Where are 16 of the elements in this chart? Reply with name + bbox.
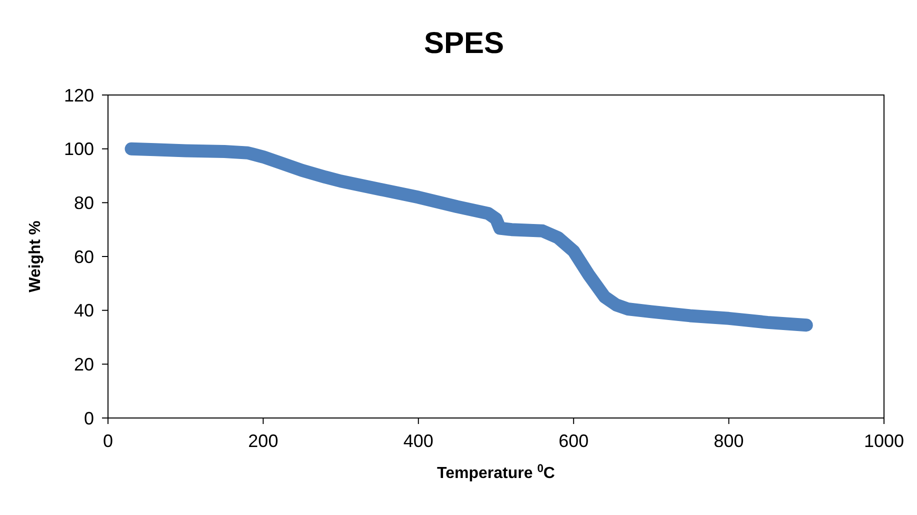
- y-tick-label: 0: [84, 408, 94, 428]
- y-tick-label: 100: [64, 139, 94, 160]
- y-tick-label: 60: [74, 246, 94, 267]
- x-axis-title: Temperature $^{0}$C: [437, 463, 556, 482]
- y-axis-title: Weight %: [27, 220, 44, 292]
- x-tick-label: 400: [403, 430, 434, 451]
- y-tick-label: 120: [64, 85, 94, 106]
- x-tick-label: 800: [714, 430, 744, 451]
- y-tick-label: 40: [74, 300, 94, 321]
- x-tick-label: 600: [558, 430, 589, 451]
- x-tick-label: 0: [102, 430, 114, 451]
- y-tick-label: 80: [74, 193, 94, 214]
- x-tick-label: 200: [248, 430, 278, 451]
- x-tick-label: 1000: [864, 430, 904, 451]
- y-tick-label: 20: [74, 354, 94, 375]
- chart-title: SPES: [424, 27, 504, 60]
